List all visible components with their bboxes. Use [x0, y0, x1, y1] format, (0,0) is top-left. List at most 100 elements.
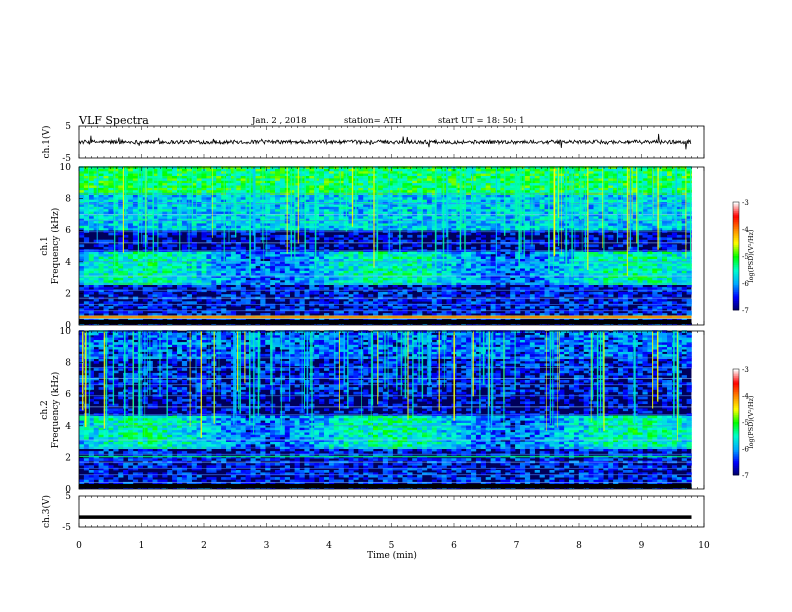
spectrogram-cell [230, 294, 237, 297]
spectrogram-cell [88, 261, 94, 264]
spectrogram-cell [186, 301, 192, 304]
spectrogram-cell [260, 206, 266, 210]
spectrogram-cell [667, 208, 673, 212]
spectrogram-cell [338, 218, 344, 221]
spectrogram-cell [240, 317, 246, 321]
spectrogram-cell [671, 287, 678, 290]
spectrogram-cell [118, 310, 124, 314]
spectrogram-cell [250, 253, 256, 257]
spectrogram-cell [642, 251, 648, 255]
spectrogram-cell [647, 213, 653, 217]
spectrogram-cell [211, 287, 217, 290]
spectrogram-cell [603, 253, 609, 257]
spectrogram-cell [240, 298, 246, 302]
spectrogram-cell [93, 225, 99, 229]
spectrogram-cell [235, 242, 241, 245]
spectrogram-cell [461, 261, 467, 264]
spectrogram-cell [485, 218, 491, 221]
spectrogram-cell [524, 258, 531, 262]
spectrogram-cell [324, 253, 330, 257]
spectrogram-cell [211, 216, 217, 219]
spectrogram-cell [216, 256, 222, 259]
spectrogram-cell [652, 280, 658, 283]
spectrogram-cell [186, 263, 192, 267]
spectrogram-cell [417, 261, 423, 264]
spectrogram-cell [113, 284, 119, 288]
spectrogram-cell [348, 234, 354, 238]
spectrogram-cell [132, 277, 139, 281]
spectrogram-cell [407, 227, 413, 231]
spectrogram-cell [662, 242, 668, 245]
spectrogram-cell [157, 277, 163, 281]
spectrogram-cell [88, 313, 94, 316]
spectrogram-cell [490, 294, 496, 297]
spectrogram-cell [113, 317, 119, 321]
spectrogram-cell [373, 301, 379, 304]
spectrogram-cell [573, 213, 580, 217]
spectrogram-cell [348, 239, 354, 243]
spectrogram-cell [652, 265, 658, 269]
spectrogram-cell [255, 280, 261, 283]
spectrogram-cell [373, 216, 379, 219]
spectrogram-cell [235, 208, 241, 212]
spectrogram-cell [485, 206, 491, 210]
spectrogram-cell [485, 298, 491, 302]
spectrogram-cell [588, 261, 594, 264]
spectrogram-cell [544, 301, 550, 304]
spectrogram-cell [534, 227, 540, 231]
spectrogram-cell [446, 213, 452, 217]
spectrogram-cell [627, 289, 633, 293]
spectrogram-cell [657, 258, 663, 262]
spectrogram-cell [559, 220, 565, 224]
spectrogram-cell [147, 206, 153, 210]
spectrogram-cell [520, 204, 526, 207]
spectrogram-cell [686, 258, 692, 262]
spectrogram-cell [578, 256, 584, 259]
spectrogram-cell [671, 301, 678, 304]
spectrogram-cell [613, 206, 619, 210]
spectrogram-cell [348, 225, 354, 229]
spectrogram-cell [500, 216, 506, 219]
spectrogram-cell [618, 263, 624, 267]
spectrogram-cell [324, 313, 330, 316]
spectrogram-cell [613, 265, 619, 269]
spectrogram-cell [309, 227, 315, 231]
spectrogram-cell [382, 208, 388, 212]
spectrogram-cell [657, 303, 663, 307]
spectrogram-cell [79, 263, 85, 267]
spectrogram-cell [637, 263, 643, 267]
spectrogram-cell [314, 258, 320, 262]
spectrogram-cell [642, 206, 648, 210]
spectrogram-cell [196, 270, 202, 274]
spectrogram-cell [524, 265, 531, 269]
spectrogram-cell [603, 313, 609, 316]
spectrogram-cell [573, 270, 580, 274]
spectrogram-cell [284, 287, 290, 290]
spectrogram-cell [196, 256, 202, 259]
spectrogram-cell [446, 298, 452, 302]
spectrogram-cell [377, 277, 384, 281]
spectrogram-cell [461, 268, 467, 271]
spectrogram-cell [373, 256, 379, 259]
spectrogram-cell [353, 291, 359, 295]
spectrogram-cell [270, 275, 276, 278]
spectrogram-cell [279, 239, 286, 243]
spectrogram-cell [304, 204, 310, 207]
spectrogram-cell [88, 220, 94, 224]
spectrogram-cell [324, 272, 330, 276]
spectrogram-cell [569, 287, 575, 290]
spectrogram-cell [622, 284, 629, 288]
spectrogram-cell [588, 223, 594, 226]
spectrogram-cell [417, 208, 423, 212]
spectrogram-cell [662, 301, 668, 304]
spectrogram-cell [348, 310, 354, 314]
spectrogram-cell [466, 263, 472, 267]
spectrogram-cell [265, 261, 271, 264]
spectrogram-cell [520, 268, 526, 271]
spectrogram-cell [211, 251, 217, 255]
spectrogram-cell [632, 206, 638, 210]
spectrogram-cell [304, 263, 310, 267]
spectrogram-cell [333, 268, 339, 271]
spectrogram-cell [632, 284, 638, 288]
spectrogram-cell [128, 284, 134, 288]
